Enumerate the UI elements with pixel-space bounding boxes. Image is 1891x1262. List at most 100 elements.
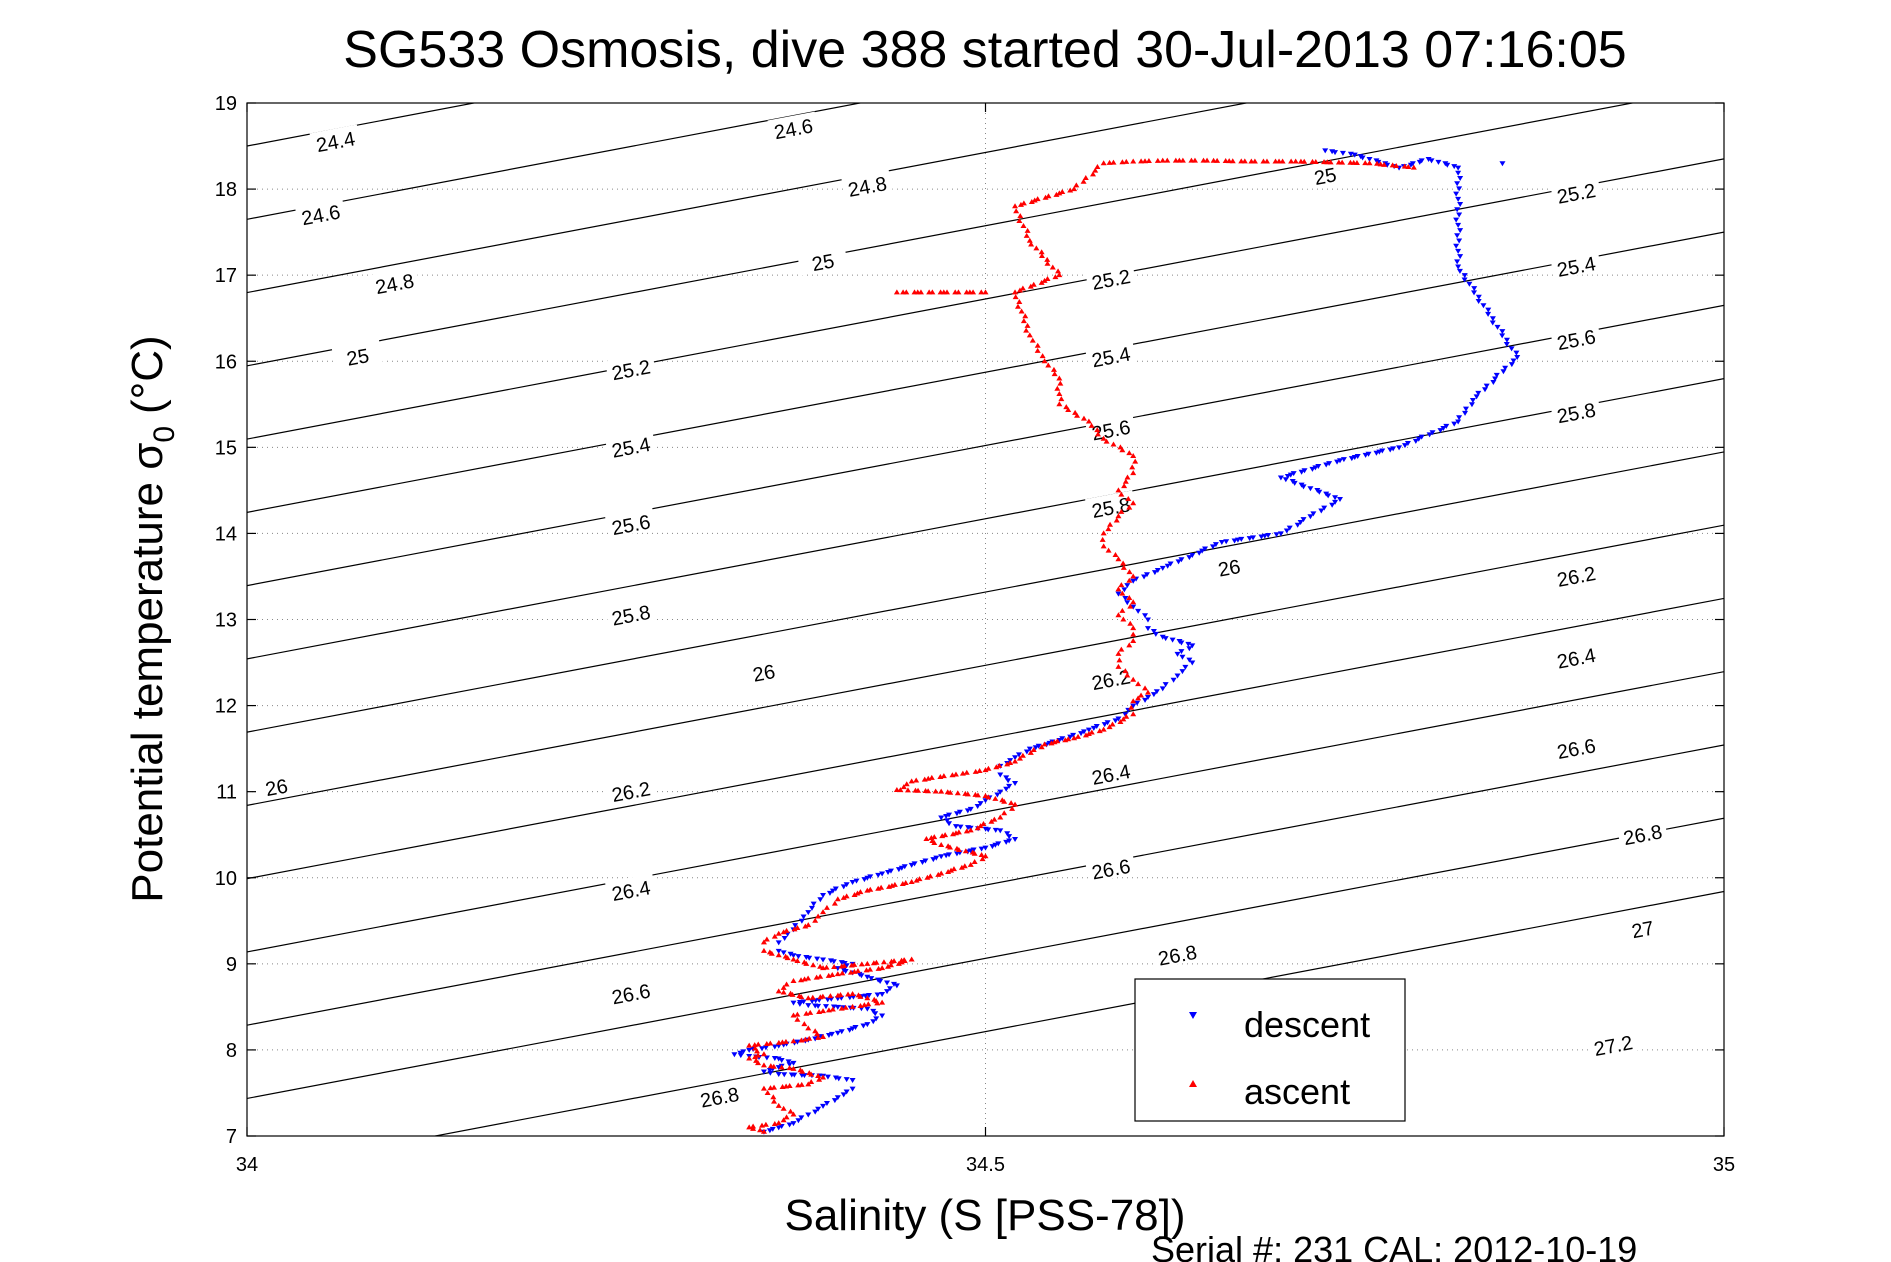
descent-point (1006, 838, 1013, 844)
descent-point (1080, 729, 1087, 735)
ascent-point (1082, 175, 1089, 181)
descent-point (1329, 149, 1336, 155)
descent-point (740, 1049, 747, 1055)
descent-point (1059, 736, 1066, 742)
ascent-point (838, 963, 845, 969)
descent-point (1176, 639, 1183, 645)
y-tick-label: 11 (216, 782, 237, 804)
ascent-point (1113, 517, 1120, 523)
ascent-point (820, 1074, 827, 1080)
ascent-point (938, 870, 945, 876)
ascent-point (985, 794, 992, 800)
descent-point (1502, 365, 1509, 371)
contour-label-background (309, 124, 361, 156)
ascent-point (746, 1055, 753, 1061)
x-tick-label: 34 (236, 1154, 258, 1176)
ascent-point (923, 836, 930, 842)
ascent-point (972, 791, 979, 797)
descent-point (885, 870, 892, 876)
ascent-point (834, 992, 841, 998)
ascent-point (815, 913, 822, 919)
descent-point (775, 1065, 782, 1071)
density-contour-line (247, 378, 1724, 660)
descent-point (778, 1057, 785, 1063)
descent-point (1334, 459, 1341, 465)
ascent-point (1107, 521, 1114, 527)
ascent-point (950, 866, 957, 872)
ascent-point (762, 1121, 769, 1127)
descent-point (1404, 441, 1411, 447)
descent-point (766, 1128, 773, 1134)
contour-label-background (250, 770, 302, 801)
ascent-point (1410, 164, 1417, 170)
descent-point (1492, 376, 1499, 382)
descent-point (1455, 264, 1462, 270)
ascent-point (1004, 761, 1011, 767)
contour-label: 25 (1312, 164, 1338, 190)
ascent-point (1130, 631, 1137, 637)
density-contour-line (247, 524, 1724, 806)
ascent-point (1054, 385, 1061, 391)
descent-point (792, 923, 799, 929)
legend-descent-marker (1189, 1012, 1197, 1019)
descent-point (1289, 479, 1296, 485)
descent-point (922, 858, 929, 864)
descent-point (1012, 837, 1019, 843)
descent-point (808, 905, 815, 911)
contour-label-background (1550, 322, 1602, 354)
descent-point (1475, 390, 1482, 396)
ascent-point (760, 1128, 767, 1134)
y-tick-label: 8 (226, 1040, 237, 1062)
ascent-point (767, 1040, 774, 1046)
ascent-point (794, 1016, 801, 1022)
descent-point (1178, 557, 1185, 563)
descent-point (1500, 369, 1507, 375)
descent-point (1336, 496, 1343, 502)
descent-point (1143, 572, 1150, 578)
descent-point (1357, 154, 1364, 160)
descent-point (901, 864, 908, 870)
ascent-point (1075, 733, 1082, 739)
ascent-point (887, 962, 894, 968)
y-tick-label: 15 (215, 437, 237, 459)
ascent-point (1103, 438, 1110, 444)
ascent-point (1125, 495, 1132, 501)
ascent-point (1130, 625, 1137, 631)
ascent-point (1072, 409, 1079, 415)
y-tick-label: 19 (215, 93, 237, 115)
descent-point (1142, 697, 1149, 703)
ascent-point (1123, 713, 1130, 719)
descent-point (1454, 259, 1461, 265)
descent-point (974, 804, 981, 810)
ascent-point (961, 863, 968, 869)
contour-label-background (797, 245, 849, 276)
y-tick-label: 17 (215, 265, 237, 287)
descent-point (1429, 430, 1436, 436)
descent-point (1246, 536, 1253, 542)
descent-point (1035, 743, 1042, 749)
ascent-point (805, 922, 812, 928)
ascent-point (1017, 201, 1024, 207)
ascent-point (962, 848, 969, 854)
descent-point (1347, 151, 1354, 157)
descent-point (1032, 745, 1039, 751)
descent-point (1503, 337, 1510, 343)
ascent-point (1381, 161, 1388, 167)
ascent-point (982, 289, 989, 295)
descent-point (1124, 600, 1131, 606)
ascent-point (1132, 458, 1139, 464)
descent-point (1454, 233, 1461, 239)
descent-point (1485, 311, 1492, 317)
descent-point (875, 872, 882, 878)
y-tick-label: 9 (226, 954, 237, 976)
x-axis-label: Salinity (S [PSS-78]) (784, 1191, 1185, 1240)
descent-point (870, 1019, 877, 1025)
density-contour-line (247, 304, 1724, 587)
descent-point (1297, 519, 1304, 525)
contour-label-background (605, 976, 657, 1008)
descent-point (1015, 752, 1022, 758)
descent-point (956, 809, 963, 815)
ascent-point (1034, 196, 1041, 202)
contour-label: 26 (751, 661, 777, 687)
descent-point (795, 1118, 802, 1124)
